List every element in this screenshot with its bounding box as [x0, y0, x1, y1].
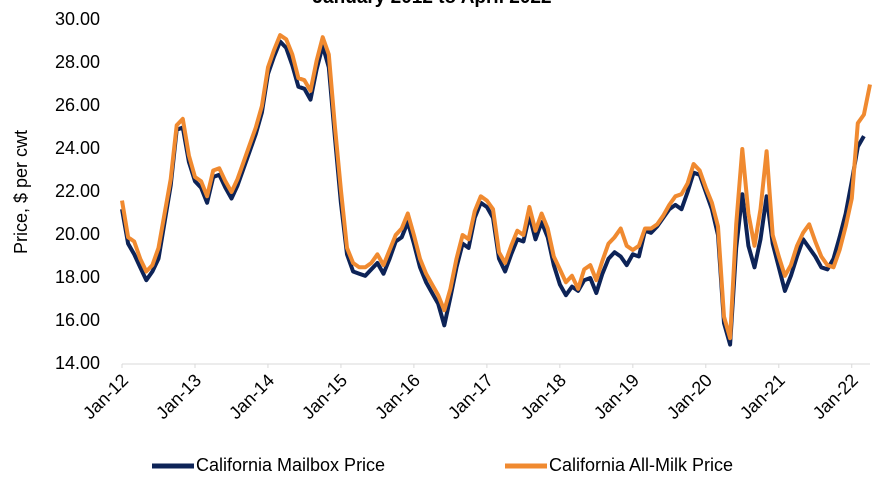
y-tick-label: 16.00: [55, 310, 100, 330]
x-tick-label: Jan-20: [663, 370, 716, 423]
y-tick-label: 30.00: [55, 9, 100, 29]
x-tick-label: Jan-14: [225, 370, 278, 423]
series-line: [120, 39, 866, 347]
series-line: [120, 33, 872, 341]
x-tick-label: Jan-15: [298, 370, 351, 423]
x-tick-label: Jan-12: [79, 370, 132, 423]
y-tick-label: 22.00: [55, 181, 100, 201]
x-tick-label: Jan-21: [736, 370, 789, 423]
y-tick-label: 24.00: [55, 138, 100, 158]
x-tick-label: Jan-17: [444, 370, 497, 423]
y-tick-label: 14.00: [55, 353, 100, 373]
y-tick-label: 26.00: [55, 95, 100, 115]
legend-label: California All-Milk Price: [549, 455, 733, 475]
x-tick-label: Jan-18: [517, 370, 570, 423]
y-tick-label: 18.00: [55, 267, 100, 287]
chart-title: January 2012 to April 2022: [312, 0, 551, 8]
x-tick-label: Jan-13: [152, 370, 205, 423]
x-tick-label: Jan-19: [590, 370, 643, 423]
y-axis-label: Price, $ per cwt: [11, 130, 31, 254]
y-tick-label: 20.00: [55, 224, 100, 244]
legend-label: California Mailbox Price: [196, 455, 385, 475]
x-tick-label: Jan-16: [371, 370, 424, 423]
x-tick-label: Jan-22: [809, 370, 862, 423]
y-tick-label: 28.00: [55, 52, 100, 72]
